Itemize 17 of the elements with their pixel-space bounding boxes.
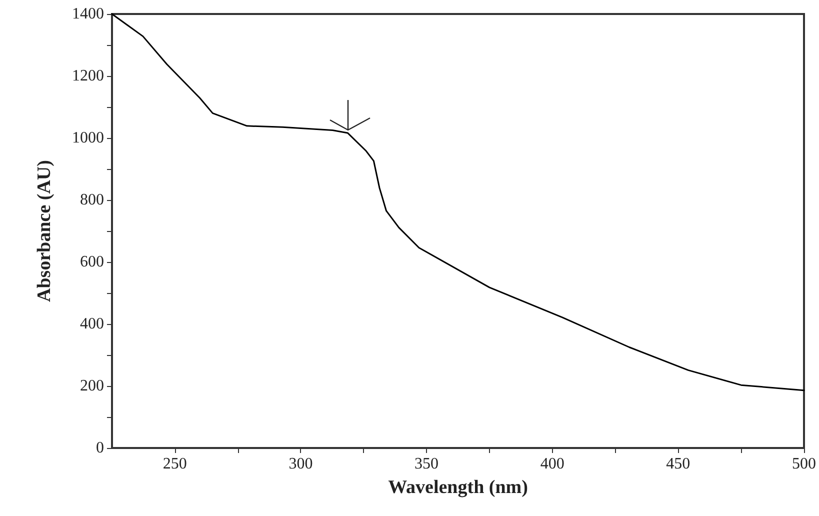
y-tick-label: 200 (80, 378, 104, 394)
x-tick-label: 400 (540, 456, 564, 472)
y-tick-label: 1400 (72, 6, 104, 22)
x-tick-label: 300 (288, 456, 313, 472)
y-axis-title: Absorbance (AU) (34, 160, 55, 302)
x-axis-title: Wavelength (nm) (388, 477, 528, 498)
y-tick-label: 800 (80, 192, 104, 208)
x-tick-label: 500 (792, 456, 816, 472)
line-series (111, 13, 805, 392)
x-tick-label: 250 (162, 456, 187, 472)
y-tick-label: 1200 (72, 68, 104, 84)
y-tick-label: 400 (80, 316, 104, 332)
x-tick-label: 450 (666, 456, 690, 472)
y-tick-label: 0 (96, 440, 104, 456)
y-tick-label: 1000 (72, 130, 104, 146)
y-tick-label: 600 (80, 254, 104, 270)
x-tick-label: 350 (414, 456, 439, 472)
